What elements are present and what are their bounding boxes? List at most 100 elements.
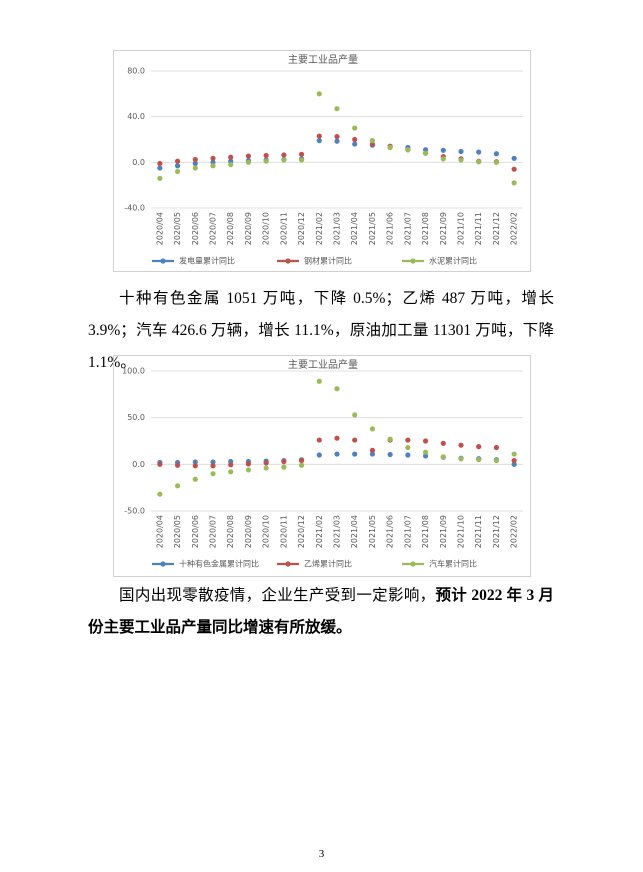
legend-label: 乙烯累计同比 xyxy=(304,559,352,569)
legend-marker xyxy=(160,561,166,567)
point xyxy=(157,160,163,167)
x-tick-label: 2021/03 xyxy=(333,515,342,548)
paragraph: 国内出现零散疫情，企业生产受到一定影响，预计 2022 年 3 月份主要工业品产… xyxy=(88,580,554,644)
point xyxy=(157,491,163,497)
x-tick-label: 2021/02 xyxy=(315,212,324,245)
point xyxy=(210,459,216,465)
point xyxy=(334,435,340,441)
chart-title: 主要工业品产量 xyxy=(288,53,358,66)
point xyxy=(511,180,517,186)
point xyxy=(263,158,269,164)
y-tick-label: 80.0 xyxy=(127,67,145,76)
x-tick-label: 2020/12 xyxy=(297,515,306,548)
point xyxy=(369,447,376,453)
point xyxy=(316,138,322,144)
x-tick-label: 2021/08 xyxy=(421,212,430,245)
point xyxy=(263,152,269,159)
text: 国内出现零散疫情，企业生产受到一定影响， xyxy=(119,587,436,604)
x-tick-label: 2021/04 xyxy=(350,515,359,548)
point xyxy=(316,378,322,384)
legend-marker xyxy=(410,258,416,264)
point xyxy=(263,465,269,471)
x-tick-label: 2021/08 xyxy=(421,515,430,548)
point xyxy=(245,153,252,159)
x-tick-label: 2021/09 xyxy=(439,515,448,548)
point xyxy=(493,458,500,464)
point xyxy=(422,453,429,459)
x-tick-label: 2021/06 xyxy=(386,515,395,548)
point xyxy=(157,461,163,467)
point xyxy=(298,458,305,464)
point xyxy=(458,456,464,462)
point xyxy=(422,150,429,156)
x-tick-label: 2020/10 xyxy=(262,515,271,548)
y-tick-label: -50.0 xyxy=(124,507,145,516)
point xyxy=(493,159,500,165)
point xyxy=(316,133,322,139)
point xyxy=(298,157,305,163)
point xyxy=(369,426,376,432)
point xyxy=(458,442,464,448)
y-tick-label: 40.0 xyxy=(127,112,145,121)
x-tick-label: 2021/04 xyxy=(350,212,359,245)
point xyxy=(476,159,482,165)
point xyxy=(192,463,198,469)
y-tick-label: 0.0 xyxy=(132,158,145,167)
point xyxy=(476,457,482,463)
point xyxy=(493,151,500,157)
point xyxy=(352,412,358,418)
point xyxy=(174,158,181,164)
point xyxy=(369,451,376,457)
x-tick-label: 2021/07 xyxy=(403,515,412,548)
point xyxy=(422,449,429,455)
point xyxy=(210,463,216,469)
point xyxy=(228,469,234,475)
point xyxy=(157,175,163,181)
point xyxy=(245,461,252,467)
x-tick-label: 2020/09 xyxy=(244,212,253,245)
x-tick-label: 2021/12 xyxy=(492,515,501,548)
legend-label: 汽车累计同比 xyxy=(429,559,477,569)
point xyxy=(210,163,216,169)
point xyxy=(316,91,322,97)
legend-label: 水泥累计同比 xyxy=(429,256,477,266)
point xyxy=(157,165,163,171)
legend-marker xyxy=(285,561,291,567)
point xyxy=(298,462,305,468)
point xyxy=(405,147,411,153)
point xyxy=(174,163,181,169)
x-tick-label: 2020/07 xyxy=(209,212,218,245)
x-tick-label: 2020/12 xyxy=(297,212,306,245)
legend-marker xyxy=(160,258,166,264)
point xyxy=(334,386,340,392)
x-tick-label: 2021/06 xyxy=(386,212,395,245)
point xyxy=(511,451,517,457)
x-tick-label: 2020/11 xyxy=(279,212,288,245)
x-tick-label: 2020/06 xyxy=(191,515,200,548)
point xyxy=(174,483,181,489)
point xyxy=(334,106,340,112)
point xyxy=(511,166,517,172)
x-tick-label: 2020/08 xyxy=(226,212,235,245)
point xyxy=(210,471,216,477)
point xyxy=(281,458,287,465)
point xyxy=(334,134,340,140)
point xyxy=(281,157,287,163)
x-tick-label: 2020/07 xyxy=(209,515,218,548)
point xyxy=(422,438,429,444)
point xyxy=(352,437,358,443)
y-tick-label: 100.0 xyxy=(122,367,145,376)
x-tick-label: 2022/02 xyxy=(510,212,519,245)
legend-label: 十种有色金属累计同比 xyxy=(179,559,259,569)
bold-text: 预计 2022 年 3 月份主要工业品产量同比增速有所放缓。 xyxy=(88,587,554,636)
point xyxy=(511,461,517,467)
point xyxy=(440,454,446,460)
point xyxy=(210,155,216,161)
legend-marker xyxy=(410,561,416,567)
point xyxy=(245,467,252,473)
point xyxy=(387,451,393,458)
point xyxy=(476,149,482,155)
page-number: 3 xyxy=(318,848,325,860)
chart-title: 主要工业品产量 xyxy=(288,358,358,371)
